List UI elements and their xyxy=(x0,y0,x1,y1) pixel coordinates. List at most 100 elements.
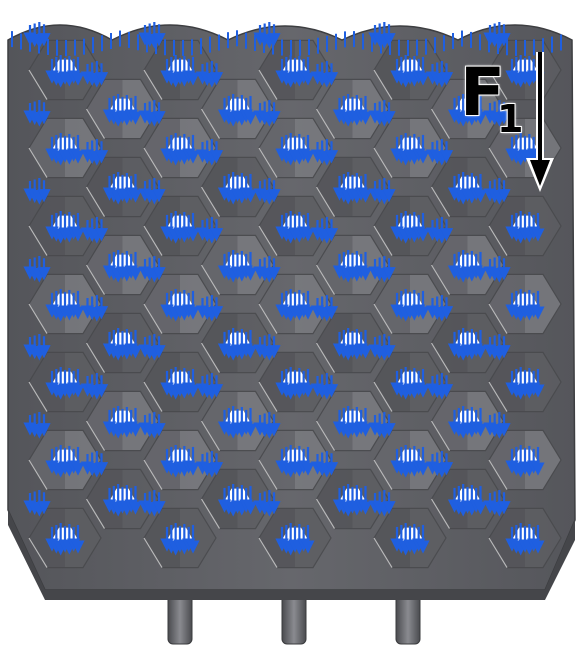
load-arrow-group xyxy=(505,367,545,400)
load-arrow-group xyxy=(332,172,373,205)
load-arrow-group xyxy=(368,412,396,439)
load-arrow-group xyxy=(310,61,339,88)
load-arrow-group xyxy=(253,334,281,361)
load-arrow-group xyxy=(217,250,258,283)
load-arrow-group xyxy=(368,490,396,517)
load-arrow-group xyxy=(483,178,511,205)
load-arrow-group xyxy=(217,328,258,361)
load-arrow-group xyxy=(368,100,396,127)
load-arrow-group xyxy=(45,523,85,556)
load-arrow-group xyxy=(45,133,85,166)
load-arrow-group xyxy=(390,445,430,478)
load-arrow-group xyxy=(102,406,143,439)
load-arrow-group xyxy=(102,94,143,127)
load-arrow-group xyxy=(425,295,454,322)
load-arrow-group xyxy=(160,445,200,478)
load-arrow-group xyxy=(505,211,545,244)
load-arrow-group xyxy=(138,178,166,205)
load-arrow-group xyxy=(368,178,396,205)
load-arrow-group xyxy=(217,94,258,127)
load-arrow-group xyxy=(45,289,85,322)
load-arrow-group xyxy=(160,55,200,88)
load-arrow-group xyxy=(425,61,454,88)
load-arrow-group xyxy=(332,250,373,283)
load-arrow-group xyxy=(368,334,396,361)
load-arrow-group xyxy=(253,412,281,439)
load-arrow-group xyxy=(425,139,454,166)
load-arrow-group xyxy=(23,334,51,361)
load-arrow-group xyxy=(102,250,143,283)
load-arrow-group xyxy=(138,22,166,49)
load-arrow-group xyxy=(138,490,166,517)
load-arrow-group xyxy=(80,373,109,400)
load-arrow-group xyxy=(275,289,315,322)
distributed-load-arrows xyxy=(11,22,562,556)
load-arrow-group xyxy=(425,373,454,400)
load-arrow-group xyxy=(483,256,511,283)
load-arrow-group xyxy=(310,295,339,322)
load-arrow-group xyxy=(310,451,339,478)
load-arrow-group xyxy=(138,334,166,361)
load-arrow-group xyxy=(447,406,488,439)
load-arrow-group xyxy=(275,211,315,244)
load-arrow-group xyxy=(195,139,224,166)
force-arrow xyxy=(526,52,554,192)
load-arrow-group xyxy=(275,367,315,400)
load-arrow-group xyxy=(160,133,200,166)
load-arrow-group xyxy=(505,133,545,166)
load-arrow-group xyxy=(217,172,258,205)
load-arrow-group xyxy=(447,172,488,205)
load-arrow-group xyxy=(505,445,545,478)
load-arrow-group xyxy=(160,523,200,556)
load-arrow-group xyxy=(332,484,373,517)
load-arrow-group xyxy=(138,256,166,283)
load-arrow-group xyxy=(23,100,51,127)
load-arrow-group xyxy=(505,289,545,322)
load-arrow-group xyxy=(80,451,109,478)
load-arrow-group xyxy=(23,256,51,283)
load-arrow-group xyxy=(102,484,143,517)
load-arrow-group xyxy=(332,94,373,127)
load-arrow-group xyxy=(275,445,315,478)
load-arrow-group xyxy=(102,328,143,361)
load-arrow-group xyxy=(80,295,109,322)
load-arrow-group xyxy=(217,406,258,439)
load-arrow-group xyxy=(390,133,430,166)
load-arrow-group xyxy=(160,367,200,400)
load-arrow-group xyxy=(332,328,373,361)
load-arrow-group xyxy=(390,367,430,400)
load-arrow-group xyxy=(275,133,315,166)
load-arrow-group xyxy=(275,55,315,88)
load-arrow-group xyxy=(45,367,85,400)
load-arrow-group xyxy=(447,328,488,361)
load-arrow-group xyxy=(390,289,430,322)
plate-bottom-chamfer xyxy=(8,510,575,600)
load-arrow-group xyxy=(425,217,454,244)
load-arrow-group xyxy=(368,22,396,49)
load-arrow-group xyxy=(310,217,339,244)
load-arrow-group xyxy=(160,289,200,322)
load-arrow-group xyxy=(447,484,488,517)
load-arrow-group xyxy=(310,373,339,400)
load-arrow-group xyxy=(160,211,200,244)
load-arrow-group xyxy=(332,406,373,439)
load-arrow-group xyxy=(368,256,396,283)
load-arrow-group xyxy=(80,217,109,244)
load-arrow-group xyxy=(195,373,224,400)
load-arrow-group xyxy=(390,55,430,88)
load-arrow-group xyxy=(45,55,85,88)
load-arrow-group xyxy=(195,217,224,244)
load-arrow-group xyxy=(447,94,488,127)
load-arrow-group xyxy=(80,61,109,88)
load-arrow-group xyxy=(45,445,85,478)
load-arrow-group xyxy=(253,256,281,283)
load-arrow-group xyxy=(195,451,224,478)
load-arrow-group xyxy=(253,100,281,127)
load-arrow-group xyxy=(138,412,166,439)
load-arrow-group xyxy=(505,55,545,88)
load-arrow-group xyxy=(195,61,224,88)
load-arrow-group xyxy=(483,490,511,517)
load-arrow-group xyxy=(505,523,545,556)
load-arrow-group xyxy=(45,211,85,244)
